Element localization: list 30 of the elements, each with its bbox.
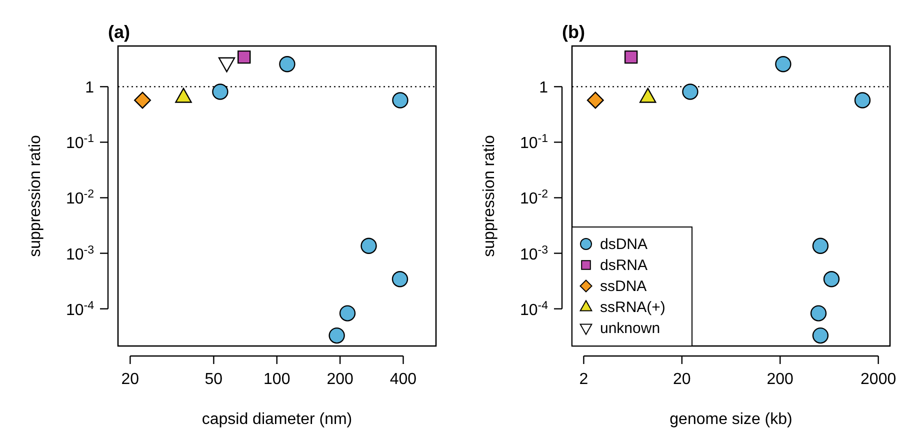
y-tick-label: 10$^{-4}$ <box>520 300 549 319</box>
chart-title: (a) <box>108 22 130 42</box>
x-tick-label: 100 <box>264 371 290 388</box>
chart-title: (b) <box>562 22 585 42</box>
x-tick-label: 20 <box>121 371 140 388</box>
x-tick-label: 2 <box>579 371 588 388</box>
y-tick-label: 10$^{-3}$ <box>66 244 94 264</box>
x-tick-label: 2000 <box>860 371 896 388</box>
y-tick-label: 10$^{-2}$ <box>520 188 548 208</box>
x-tick-label: 200 <box>766 371 794 388</box>
x-tick-label: 50 <box>204 371 223 388</box>
y-tick-label: 1 <box>539 80 548 97</box>
y-tick-label: 10$^{-1}$ <box>66 133 94 152</box>
legend-label: unknown <box>600 320 660 337</box>
x-axis-title: capsid diameter (nm) <box>202 411 352 428</box>
y-tick-label: 10$^{-1}$ <box>520 133 548 152</box>
legend-label: ssDNA <box>600 278 647 295</box>
y-tick-label: 1 <box>85 80 94 97</box>
y-tick-label: 10$^{-3}$ <box>520 244 548 264</box>
y-axis-title: suppression ratio <box>27 134 44 257</box>
legend-label: dsDNA <box>600 236 648 253</box>
legend-label: ssRNA(+) <box>600 299 666 316</box>
legend-label: dsRNA <box>600 257 648 274</box>
y-axis-title: suppression ratio <box>481 134 498 257</box>
x-tick-label: 20 <box>673 371 691 388</box>
y-tick-label: 10$^{-2}$ <box>66 188 94 208</box>
x-tick-label: 200 <box>326 371 354 388</box>
x-axis-title: genome size (kb) <box>670 411 792 428</box>
y-tick-label: 10$^{-4}$ <box>66 300 95 319</box>
x-tick-label: 400 <box>390 371 417 388</box>
